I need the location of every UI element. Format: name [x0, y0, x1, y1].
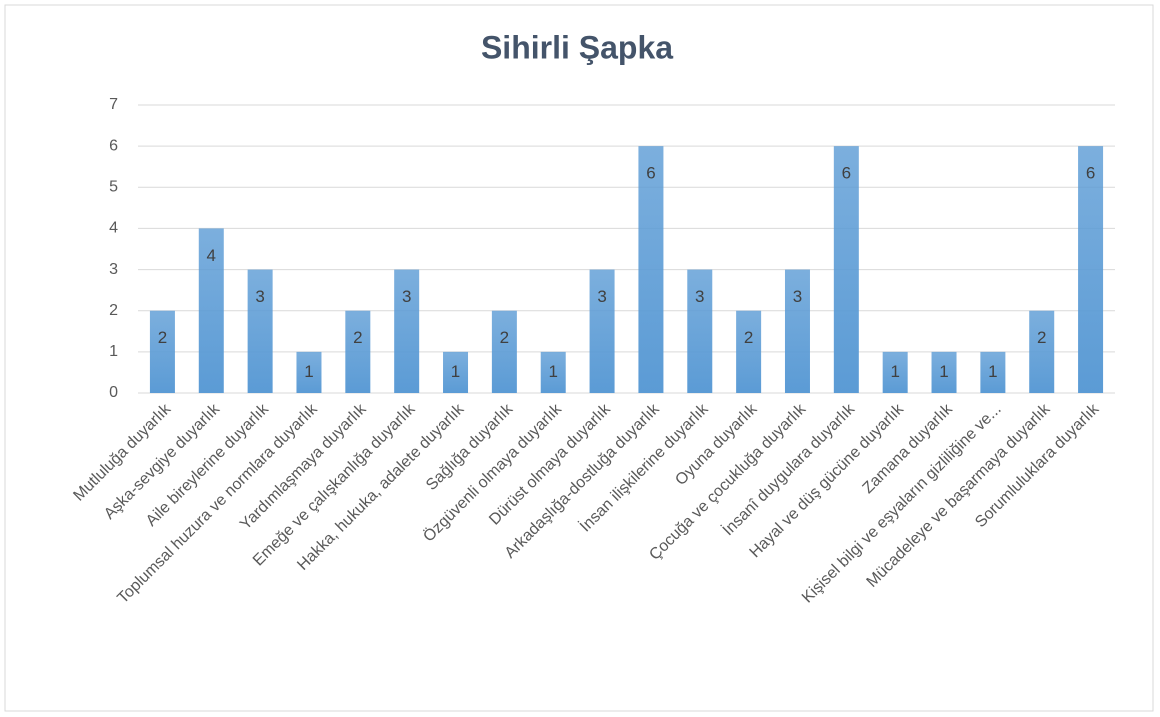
- bar: [1078, 146, 1104, 393]
- y-tick-label: 5: [109, 179, 118, 196]
- data-label: 4: [207, 246, 216, 265]
- bar: [247, 269, 273, 393]
- bar: [149, 310, 175, 393]
- data-label: 3: [402, 287, 411, 306]
- bar: [931, 351, 957, 393]
- data-label: 3: [597, 287, 606, 306]
- bar: [296, 351, 322, 393]
- bar: [1029, 310, 1055, 393]
- data-label: 6: [842, 164, 851, 183]
- data-label: 3: [695, 287, 704, 306]
- data-label: 2: [353, 328, 362, 347]
- bar: [443, 351, 469, 393]
- data-label: 1: [890, 362, 899, 381]
- bar: [589, 269, 615, 393]
- y-tick-label: 6: [109, 137, 118, 154]
- y-tick-label: 1: [109, 343, 118, 360]
- bar: [638, 146, 664, 393]
- chart-title: Sihirli Şapka: [481, 29, 673, 65]
- chart-border: [4, 4, 1154, 712]
- bar: [980, 351, 1006, 393]
- data-label: 6: [646, 164, 655, 183]
- bar: [687, 269, 713, 393]
- data-label: 2: [158, 328, 167, 347]
- bar: [198, 228, 224, 393]
- data-label: 2: [500, 328, 509, 347]
- y-tick-label: 4: [109, 220, 118, 237]
- data-label: 1: [304, 362, 313, 381]
- bar: [540, 351, 566, 393]
- bar: [491, 310, 517, 393]
- data-label: 1: [988, 362, 997, 381]
- bar: [784, 269, 810, 393]
- bar: [345, 310, 371, 393]
- data-label: 3: [255, 287, 264, 306]
- y-tick-label: 7: [109, 96, 118, 113]
- bar: [833, 146, 859, 393]
- data-label: 2: [744, 328, 753, 347]
- data-label: 3: [793, 287, 802, 306]
- data-label: 6: [1086, 164, 1095, 183]
- bar: [394, 269, 420, 393]
- bar: [736, 310, 762, 393]
- y-tick-label: 2: [109, 302, 118, 319]
- y-tick-label: 0: [109, 384, 118, 401]
- data-label: 1: [939, 362, 948, 381]
- y-tick-label: 3: [109, 261, 118, 278]
- data-label: 2: [1037, 328, 1046, 347]
- data-label: 1: [451, 362, 460, 381]
- data-label: 1: [548, 362, 557, 381]
- bar: [882, 351, 908, 393]
